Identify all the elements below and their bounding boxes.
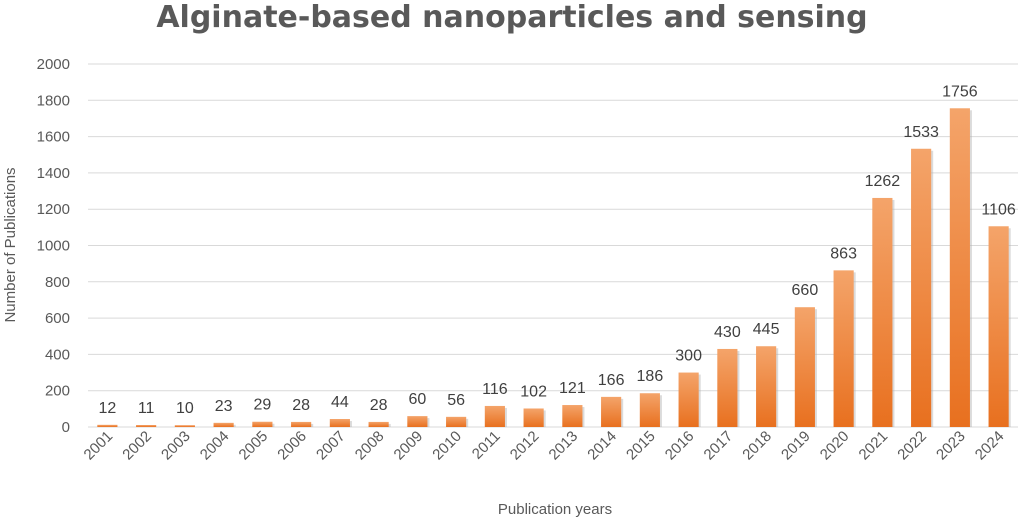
data-label-2022: 1533 [903,124,939,141]
data-label-2013: 121 [559,380,586,397]
data-label-2014: 166 [598,372,625,389]
gridlines [88,63,1018,428]
bars [97,108,1011,427]
bar-2016 [678,372,699,427]
bar-2005 [252,421,273,427]
chart-title: Alginate-based nanoparticles and sensing [156,0,867,35]
x-tick-label: 2005 [236,428,272,464]
x-tick-label: 2018 [739,428,775,464]
data-label-2001: 12 [98,400,116,417]
data-label-2010: 56 [447,392,465,409]
y-tick-label: 1400 [37,165,70,182]
data-label-2008: 28 [370,397,388,414]
data-label-2004: 23 [215,398,233,415]
bar-2002 [136,425,157,427]
data-label-2018: 445 [753,321,780,338]
x-tick-label: 2020 [817,428,853,464]
bar-2012 [523,408,544,427]
bar-2022 [911,148,932,427]
x-tick-label: 2019 [778,428,814,464]
y-axis-label: Number of Publications [2,167,19,322]
x-tick-label: 2004 [197,428,233,464]
data-label-2023: 1756 [942,83,978,100]
bar-2001 [97,424,118,427]
y-tick-label: 400 [45,346,70,363]
data-label-2012: 102 [520,383,547,400]
data-labels: 12 11 10 23 29 28 44 28 60 56 116 102 121 166 186 300 43… [98,83,1015,417]
y-tick-label: 800 [45,274,70,291]
bar-2008 [368,421,389,427]
data-label-2003: 10 [176,400,194,417]
bar-2021 [872,197,893,427]
bar-2010 [446,416,467,427]
y-tick-label: 0 [62,419,70,436]
x-tick-label: 2023 [933,428,969,464]
x-tick-label: 2016 [662,428,698,464]
x-tick-label: 2003 [158,428,194,464]
bar-2020 [833,270,854,427]
x-tick-label: 2006 [274,428,310,464]
bar-2013 [562,405,583,427]
data-label-2011: 116 [482,381,508,398]
bar-2018 [756,346,777,427]
y-axis-ticks: 0 200 400 600 800 1000 1200 1400 1600 1800 2000 [37,56,70,436]
data-label-2007: 44 [331,394,349,411]
data-label-2006: 28 [292,397,310,414]
bar-2009 [407,416,428,427]
data-label-2015: 186 [637,368,664,385]
bar-2007 [329,419,350,427]
data-label-2002: 11 [138,400,155,417]
data-label-2019: 660 [792,282,819,299]
x-tick-label: 2009 [391,428,427,464]
x-tick-label: 2013 [546,428,582,464]
data-label-2021: 1262 [865,173,901,190]
x-tick-label: 2008 [352,428,388,464]
bar-2003 [174,425,195,427]
data-label-2009: 60 [408,391,426,408]
x-axis-label: Publication years [498,501,612,518]
x-tick-label: 2002 [119,428,155,464]
bar-2017 [717,348,738,427]
x-tick-label: 2022 [894,428,930,464]
data-label-2016: 300 [675,348,702,365]
x-tick-label: 2010 [429,428,465,464]
bar-2014 [601,396,622,427]
data-label-2024: 1106 [981,201,1016,218]
bar-2024 [988,226,1009,427]
y-tick-label: 200 [45,383,70,400]
bar-2006 [291,421,312,427]
bar-2015 [639,393,660,427]
bar-2019 [794,307,815,427]
bar-2011 [484,405,505,427]
data-label-2020: 863 [830,245,857,262]
x-tick-label: 2011 [469,428,504,463]
x-tick-label: 2017 [701,428,737,464]
data-label-2017: 430 [714,324,741,341]
x-tick-label: 2012 [507,428,543,464]
y-tick-label: 1800 [37,92,70,109]
bar-2023 [949,108,970,427]
x-tick-label: 2024 [972,428,1008,464]
x-tick-label: 2015 [623,428,659,464]
bar-2004 [213,422,234,427]
y-tick-label: 2000 [37,56,70,73]
x-tick-label: 2007 [313,428,349,464]
y-tick-label: 1600 [37,129,70,146]
y-tick-label: 1200 [37,201,70,218]
y-tick-label: 1000 [37,238,70,255]
x-tick-label: 2001 [81,428,117,464]
y-tick-label: 600 [45,310,70,327]
x-axis-ticks: 2001 2002 2003 2004 2005 2006 2007 2008 2009 2010… [81,428,1008,464]
data-label-2005: 29 [253,397,271,414]
x-tick-label: 2014 [584,428,620,464]
x-tick-label: 2021 [856,428,892,464]
